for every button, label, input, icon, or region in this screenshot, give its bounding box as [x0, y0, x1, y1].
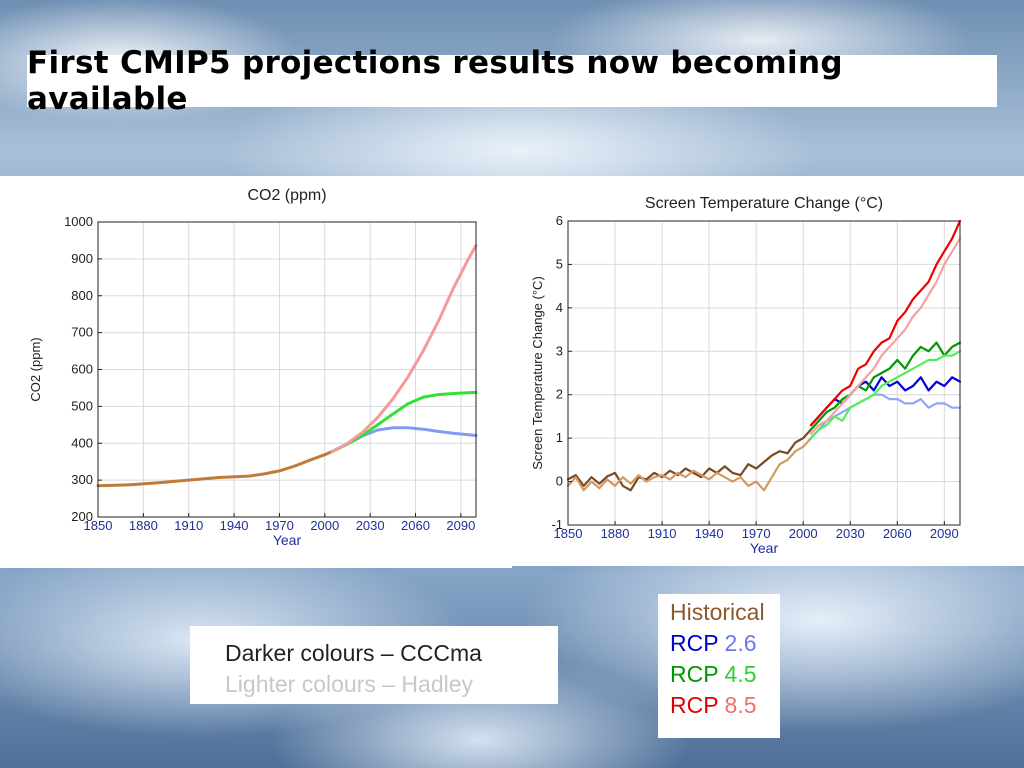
x-tick-label: 1940 [695, 526, 724, 541]
y-tick-label: 900 [71, 251, 93, 266]
y-axis-label: Screen Temperature Change (°C) [530, 276, 545, 470]
scenario-legend-prefix: RCP [670, 661, 719, 687]
x-tick-label: 2060 [883, 526, 912, 541]
scenario-legend-prefix: RCP [670, 630, 719, 656]
scenario-legend-item: RCP 8.5 [670, 692, 757, 719]
co2-chart: 1850 1880 1910 1940 1970 2000 2030 2060 2090 200 3… [28, 187, 478, 548]
x-tick-label: 1850 [554, 526, 583, 541]
co2-chart-panel: 1850 1880 1910 1940 1970 2000 2030 2060 2090 200 3… [0, 176, 512, 568]
chart-title: Screen Temperature Change (°C) [645, 195, 883, 212]
x-tick-label: 1970 [742, 526, 771, 541]
y-tick-label: 500 [71, 398, 93, 413]
y-tick-label: 300 [71, 472, 93, 487]
x-tick-label: 1880 [601, 526, 630, 541]
x-tick-label: 2090 [930, 526, 959, 541]
x-axis-label: Year [750, 540, 779, 556]
model-legend-dark: Darker colours – CCCma [225, 640, 482, 666]
x-tick-label: 2000 [310, 518, 339, 533]
y-tick-label: 800 [71, 288, 93, 303]
temperature-chart-panel: 1850 1880 1910 1940 1970 2000 2030 2060 2090 -1 0 1… [512, 176, 1024, 566]
y-tick-label: 2 [556, 387, 563, 402]
scenario-legend-item: RCP 2.6 [670, 630, 757, 657]
x-tick-label: 2030 [836, 526, 865, 541]
chart-title: CO2 (ppm) [247, 187, 326, 204]
series-line [96, 449, 334, 488]
y-tick-label: 200 [71, 509, 93, 524]
scenario-legend-item: Historical [670, 599, 765, 626]
model-legend-light: Lighter colours – Hadley [225, 671, 474, 697]
x-tick-label: 1970 [265, 518, 294, 533]
series-line [809, 341, 962, 431]
y-tick-label: 6 [556, 213, 563, 228]
slide-title-box: First CMIP5 projections results now beco… [27, 45, 997, 117]
y-tick-label: 3 [556, 343, 563, 358]
series-line [809, 237, 962, 435]
plot-frame [567, 220, 961, 526]
x-tick-label: 2060 [401, 518, 430, 533]
series-line [330, 244, 478, 453]
y-tick-label: 400 [71, 435, 93, 450]
x-tick-label: 1910 [648, 526, 677, 541]
y-tick-label: -1 [551, 517, 563, 532]
scenario-legend-suffix: 4.5 [718, 661, 757, 687]
y-tick-label: 0 [556, 474, 563, 489]
series-line [809, 393, 962, 440]
scenario-legend-prefix: Historical [670, 599, 765, 625]
x-tick-label: 1910 [174, 518, 203, 533]
x-axis-label: Year [273, 532, 302, 548]
series-line [566, 437, 813, 492]
x-tick-label: 2030 [356, 518, 385, 533]
scenario-legend-suffix: 8.5 [718, 692, 757, 718]
series-line [809, 219, 962, 427]
slide-title: First CMIP5 projections results now beco… [27, 45, 843, 117]
plot-area [568, 221, 960, 525]
y-axis-label: CO2 (ppm) [28, 337, 43, 401]
x-tick-label: 1850 [84, 518, 113, 533]
y-tick-label: 5 [556, 256, 563, 271]
scenario-legend: Historical RCP 2.6 RCP 4.5 RCP 8.5 [658, 594, 780, 738]
temperature-chart: 1850 1880 1910 1940 1970 2000 2030 2060 2090 -1 0 1… [530, 195, 962, 556]
series-line [566, 428, 813, 492]
model-legend: Darker colours – CCCma Lighter colours –… [190, 626, 558, 704]
series-line [809, 350, 962, 440]
x-tick-label: 2090 [446, 518, 475, 533]
scenario-legend-prefix: RCP [670, 692, 719, 718]
x-tick-label: 1880 [129, 518, 158, 533]
y-tick-label: 600 [71, 362, 93, 377]
x-tick-label: 1940 [220, 518, 249, 533]
y-tick-label: 1 [556, 430, 563, 445]
y-tick-label: 4 [556, 300, 563, 315]
series-line [809, 376, 962, 427]
y-tick-label: 700 [71, 325, 93, 340]
scenario-legend-suffix: 2.6 [718, 630, 757, 656]
x-tick-label: 2000 [789, 526, 818, 541]
y-tick-label: 1000 [64, 214, 93, 229]
scenario-legend-item: RCP 4.5 [670, 661, 757, 688]
